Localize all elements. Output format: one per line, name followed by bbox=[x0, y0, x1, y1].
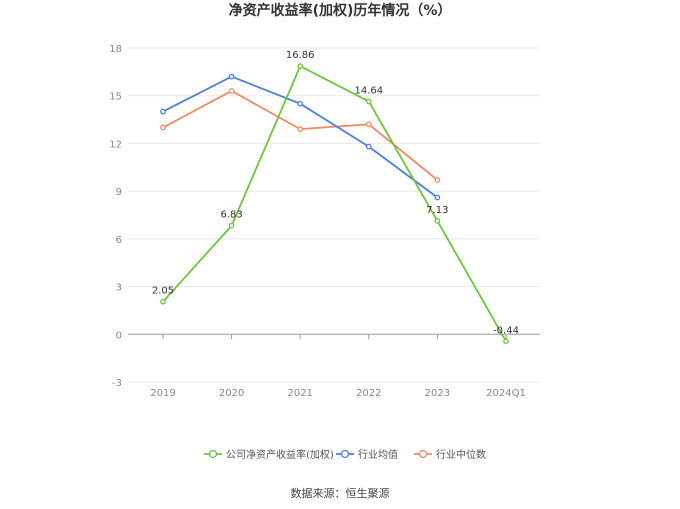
data-point bbox=[365, 121, 372, 128]
series-0: 2.05 6.83 16.86 14.64 7.13 -0.44 bbox=[152, 50, 519, 345]
data-point bbox=[365, 143, 372, 150]
data-point bbox=[434, 218, 441, 224]
y-tick-label: -3 bbox=[112, 378, 122, 389]
legend-label: 公司净资产收益率(加权) bbox=[226, 448, 334, 461]
series-line bbox=[162, 75, 438, 199]
data-point bbox=[160, 124, 166, 131]
data-label: 2.05 bbox=[152, 286, 174, 297]
data-point bbox=[297, 63, 304, 69]
y-tick-label: 3 bbox=[116, 283, 122, 294]
grid-lines bbox=[128, 47, 540, 383]
series-lines: 2.05 6.83 16.86 14.64 7.13 -0.44 bbox=[152, 50, 519, 345]
data-point bbox=[228, 73, 235, 80]
y-tick-label: 9 bbox=[116, 187, 122, 198]
legend-item-2: 行业中位数 bbox=[414, 448, 486, 461]
legend-label: 行业中位数 bbox=[436, 448, 486, 461]
data-label: 14.64 bbox=[354, 85, 383, 96]
y-axis: 18 15 12 9 6 3 0 -3 bbox=[109, 44, 122, 389]
legend-label: 行业均值 bbox=[358, 448, 398, 461]
data-point bbox=[434, 177, 441, 183]
y-tick-label: 18 bbox=[109, 44, 122, 55]
x-tick-label: 2020 bbox=[219, 388, 244, 399]
data-point bbox=[297, 100, 304, 107]
x-tick-label: 2023 bbox=[425, 388, 450, 399]
data-point bbox=[228, 222, 235, 229]
data-point bbox=[160, 298, 166, 305]
legend-marker bbox=[208, 449, 218, 459]
x-tick-label: 2024Q1 bbox=[486, 388, 526, 399]
data-label: 16.86 bbox=[286, 50, 315, 61]
legend-item-0: 公司净资产收益率(加权) bbox=[204, 448, 334, 461]
y-tick-label: 6 bbox=[116, 235, 122, 246]
y-tick-label: 15 bbox=[109, 92, 122, 103]
series-1 bbox=[160, 73, 441, 201]
data-label: 7.13 bbox=[426, 205, 448, 216]
x-tick-label: 2019 bbox=[150, 388, 175, 399]
x-tick-label: 2021 bbox=[287, 388, 312, 399]
legend-marker bbox=[340, 449, 350, 459]
chart-title: 净资产收益率(加权)历年情况（%） bbox=[229, 2, 452, 19]
data-point bbox=[160, 108, 166, 115]
x-axis: 2019 2020 2021 2022 2023 2024Q1 bbox=[150, 334, 526, 399]
y-tick-label: 0 bbox=[116, 330, 122, 341]
y-tick-label: 12 bbox=[109, 139, 122, 150]
x-tick-label: 2022 bbox=[356, 388, 381, 399]
source-note: 数据来源：恒生聚源 bbox=[291, 486, 390, 500]
legend: 公司净资产收益率(加权) 行业均值 行业中位数 bbox=[204, 448, 486, 461]
series-line bbox=[162, 64, 507, 342]
data-label: 6.83 bbox=[220, 210, 242, 221]
data-point bbox=[503, 338, 509, 345]
data-point bbox=[228, 88, 235, 94]
legend-marker bbox=[418, 449, 428, 459]
data-point bbox=[434, 194, 441, 201]
data-point bbox=[365, 98, 372, 105]
data-point bbox=[297, 126, 304, 132]
legend-item-1: 行业均值 bbox=[336, 448, 398, 461]
data-label: -0.44 bbox=[493, 325, 519, 336]
